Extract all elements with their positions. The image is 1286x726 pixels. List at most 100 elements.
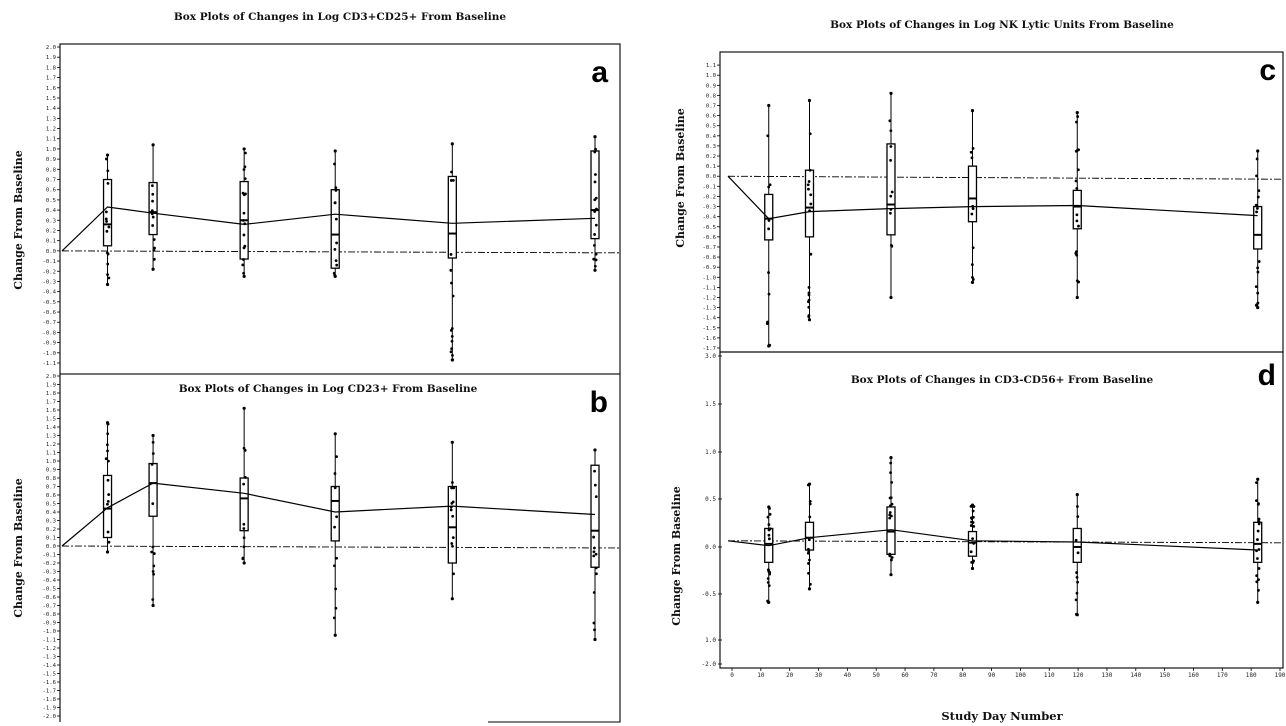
data-point: [808, 132, 812, 136]
y-tick-label: -0.2: [43, 269, 56, 275]
data-point: [152, 257, 156, 261]
data-point-min: [1256, 305, 1260, 310]
y-axis-label-c: Change From Baseline: [674, 108, 687, 248]
data-point: [768, 527, 772, 531]
y-tick-label: -0.9: [43, 621, 56, 627]
data-point: [334, 259, 338, 263]
y-tick-label: -0.6: [703, 235, 716, 241]
data-point: [809, 252, 813, 256]
data-point: [335, 556, 338, 560]
data-point: [807, 300, 810, 304]
y-tick-label: -1.1: [703, 285, 716, 291]
y-tick-label: 0.4: [46, 208, 57, 214]
data-point: [106, 530, 110, 534]
y-tick-label: -0.5: [43, 300, 56, 306]
data-point: [1256, 557, 1259, 560]
data-point: [1257, 522, 1261, 526]
data-point-max: [1075, 110, 1079, 115]
data-point: [449, 253, 453, 256]
y-tick-label: -1.7: [703, 346, 716, 352]
x-tick-label: 180: [1246, 672, 1257, 679]
data-point: [971, 515, 975, 519]
data-point: [807, 315, 811, 319]
data-point-min: [970, 280, 975, 284]
data-point: [151, 192, 155, 196]
data-point: [1255, 174, 1258, 178]
frame-panel-c: [719, 51, 1284, 353]
y-tick-label: -0.2: [703, 194, 716, 200]
data-point-min: [242, 274, 246, 278]
y-tick-label: 0.3: [46, 218, 56, 224]
data-point: [969, 524, 973, 527]
data-point: [150, 462, 154, 466]
y-tick-label: 1.0: [46, 459, 56, 465]
x-tick-label: 150: [1159, 672, 1170, 679]
data-point: [889, 129, 893, 133]
data-point: [107, 493, 111, 496]
baseline-d: [727, 540, 1283, 544]
data-point: [241, 556, 245, 560]
y-tick-label: -0.9: [43, 341, 56, 347]
data-point: [151, 184, 154, 188]
data-point: [593, 180, 597, 184]
y-tick-label: 0.8: [706, 93, 717, 99]
data-point-min: [151, 603, 155, 608]
y-tick-label: 0.5: [46, 502, 56, 508]
data-point: [970, 156, 974, 160]
data-point: [450, 502, 454, 505]
data-point: [242, 168, 246, 171]
data-point: [889, 471, 892, 475]
y-tick-label: -0.6: [43, 595, 56, 601]
data-point: [1254, 303, 1258, 307]
data-point: [335, 263, 339, 267]
data-point-min: [1075, 613, 1079, 617]
data-point: [107, 540, 111, 544]
data-point: [151, 452, 155, 455]
y-tick-label: 0.1: [706, 164, 716, 170]
baseline-a: [61, 250, 620, 254]
data-point: [334, 188, 338, 192]
x-tick-label: 70: [930, 672, 938, 679]
data-point: [1075, 591, 1079, 595]
y-tick-label: -0.7: [43, 604, 56, 610]
data-point: [449, 268, 453, 272]
data-point: [152, 552, 156, 555]
data-point: [972, 541, 976, 545]
x-tick-label: 140: [1130, 672, 1141, 679]
data-point-max: [807, 482, 812, 486]
data-point: [106, 449, 109, 453]
data-point: [152, 564, 156, 568]
data-point: [244, 151, 247, 155]
data-point: [151, 224, 155, 227]
data-point: [971, 509, 975, 513]
data-point: [971, 146, 975, 150]
y-tick-label: 1.5: [46, 96, 56, 102]
data-point: [152, 572, 155, 576]
data-point: [1075, 279, 1079, 283]
data-point: [450, 347, 454, 351]
y-tick-label: -2.0: [702, 661, 717, 668]
data-point: [1256, 291, 1260, 295]
data-point: [151, 440, 155, 444]
y-tick-label: 0.1: [46, 536, 56, 542]
data-point: [969, 550, 973, 554]
y-tick-label: 1.3: [46, 116, 56, 122]
y-tick-label: 1.0: [705, 637, 716, 644]
data-point: [808, 502, 812, 506]
data-point: [594, 147, 597, 151]
y-tick-label: -0.8: [703, 255, 717, 261]
data-point: [593, 150, 597, 154]
data-point: [768, 512, 772, 516]
data-point: [451, 536, 455, 540]
y-tick-label: 0.3: [46, 519, 56, 525]
box: [447, 485, 457, 564]
frame-panel-d: [719, 351, 1284, 669]
data-point: [1076, 580, 1079, 584]
data-point: [592, 535, 596, 539]
data-point: [594, 258, 598, 262]
data-point-max: [767, 505, 771, 509]
data-point-max: [242, 406, 246, 410]
x-tick-label: 90: [988, 672, 996, 679]
data-point: [1256, 538, 1259, 541]
